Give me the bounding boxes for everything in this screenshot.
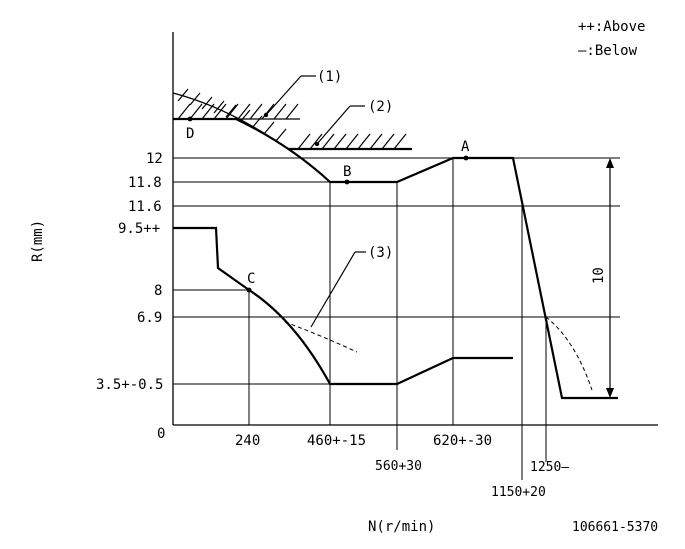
callout-3-leader — [310, 251, 356, 328]
y-tick-9-5: 9.5++ — [118, 221, 160, 237]
point-b-marker — [344, 179, 350, 185]
callout-1-leader — [265, 75, 302, 116]
idle-curve-left — [173, 226, 513, 386]
full-load-curve — [173, 117, 618, 400]
hatch-zone-2 — [288, 133, 412, 151]
point-a-label: A — [461, 139, 470, 155]
dimension-label: 10 — [591, 267, 607, 284]
callout-1-label: (1) — [317, 69, 342, 85]
origin-label: 0 — [157, 426, 165, 442]
x-tick-1250: 1250— — [530, 460, 569, 475]
hatch-zone-1 — [173, 103, 300, 120]
dimension-arrow-bottom — [606, 388, 614, 398]
y-tick-8: 8 — [154, 283, 162, 299]
y-tick-12: 12 — [146, 151, 163, 167]
y-tick-6-9: 6.9 — [137, 310, 162, 326]
dashed-curve-right — [545, 316, 593, 391]
y-axis-label: R(mm) — [30, 220, 46, 262]
legend-below: —:Below — [578, 43, 638, 59]
point-a-marker — [463, 155, 469, 161]
y-tick-11-6: 11.6 — [128, 199, 162, 215]
x-axis-label: N(r/min) — [368, 519, 435, 535]
point-c-marker — [246, 287, 252, 293]
x-tick-560: 560+30 — [375, 459, 422, 474]
callout-3-label: (3) — [368, 245, 393, 261]
y-tick-11-8: 11.8 — [128, 175, 162, 191]
hatch-zone-curved — [172, 88, 289, 150]
dashed-curve-3 — [284, 321, 358, 353]
callout-2-label: (2) — [368, 99, 393, 115]
drawing-number: 106661-5370 — [572, 520, 658, 535]
x-tick-460: 460+-15 — [307, 433, 366, 449]
x-tick-620: 620+-30 — [433, 433, 492, 449]
point-d-marker — [187, 116, 193, 122]
x-tick-240: 240 — [235, 433, 260, 449]
dimension-arrow-top — [606, 158, 614, 168]
point-d-label: D — [186, 126, 194, 142]
point-c-label: C — [247, 271, 255, 287]
callout-2-leader — [316, 105, 351, 145]
legend-above: ++:Above — [578, 19, 645, 35]
point-b-label: B — [343, 164, 351, 180]
x-tick-1150: 1150+20 — [491, 485, 546, 500]
y-tick-3-5: 3.5+-0.5 — [96, 377, 163, 393]
